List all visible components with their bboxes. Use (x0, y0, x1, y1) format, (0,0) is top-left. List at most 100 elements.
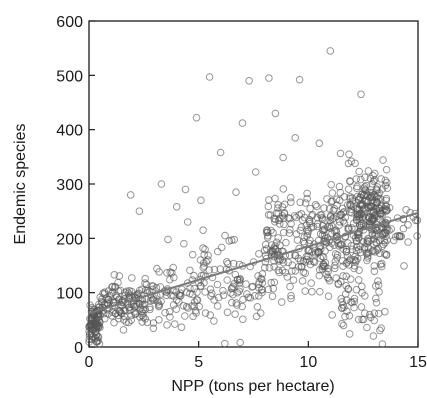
data-point (323, 273, 332, 282)
data-point (350, 264, 359, 273)
data-point (154, 298, 162, 306)
data-point (104, 295, 112, 304)
data-point (102, 294, 111, 302)
data-point (367, 191, 375, 200)
data-point (141, 279, 149, 287)
data-point (197, 196, 205, 205)
data-point (136, 299, 144, 308)
data-point (201, 245, 209, 254)
data-point (279, 258, 288, 267)
trend-line (88, 211, 419, 315)
data-point (229, 259, 238, 268)
data-point (91, 334, 100, 343)
data-point (378, 340, 387, 348)
data-point (93, 321, 102, 330)
data-point (265, 196, 273, 204)
data-point (293, 236, 302, 244)
data-point (182, 302, 191, 311)
data-point (275, 220, 284, 228)
data-point (179, 301, 188, 310)
data-point (335, 196, 344, 205)
data-point (110, 271, 119, 279)
data-point (343, 201, 352, 209)
data-point (233, 288, 242, 297)
data-point (164, 235, 172, 244)
data-point (115, 272, 124, 280)
data-point (315, 271, 324, 280)
data-point (364, 167, 373, 175)
data-point (175, 298, 183, 306)
data-point (301, 269, 310, 278)
data-point (274, 266, 283, 275)
data-point (361, 186, 369, 194)
data-point (280, 208, 289, 217)
data-point (340, 208, 348, 216)
data-point (397, 232, 406, 241)
data-point (140, 300, 149, 309)
data-point (251, 168, 260, 176)
data-point (303, 189, 311, 198)
data-point (371, 248, 380, 256)
data-point (282, 238, 290, 247)
data-point (379, 156, 387, 164)
data-point (190, 284, 199, 293)
data-point (324, 274, 333, 283)
data-point (127, 311, 136, 320)
data-point (288, 267, 296, 275)
data-point (248, 283, 256, 291)
data-point (370, 176, 379, 184)
data-point (149, 319, 158, 327)
data-point (172, 203, 181, 211)
y-tick-label: 500 (56, 68, 83, 85)
data-point (231, 310, 239, 319)
data-point (279, 153, 287, 162)
data-point (369, 209, 378, 217)
data-point (328, 197, 336, 205)
data-point (360, 184, 368, 193)
data-point (264, 202, 273, 211)
data-point (210, 296, 218, 304)
data-point (361, 173, 369, 182)
data-point (381, 181, 390, 190)
data-point (313, 202, 321, 211)
data-point (378, 211, 387, 219)
data-point (295, 75, 304, 84)
data-point (239, 315, 247, 324)
data-point (128, 274, 136, 282)
data-point (335, 182, 344, 191)
data-point (265, 74, 273, 82)
data-point (298, 262, 306, 271)
data-point (286, 214, 294, 223)
data-point (274, 234, 283, 242)
data-point (383, 206, 392, 215)
data-point (190, 298, 199, 306)
data-point (274, 216, 283, 225)
data-point (344, 185, 353, 193)
y-tick-label: 600 (56, 14, 83, 31)
data-point (149, 324, 158, 333)
data-point (369, 171, 377, 180)
data-point (359, 315, 368, 324)
data-point (213, 247, 222, 256)
data-points (85, 47, 422, 348)
data-point (317, 211, 326, 219)
data-point (378, 259, 386, 268)
data-point (142, 280, 151, 289)
data-point (372, 298, 381, 307)
data-point (363, 249, 372, 258)
data-point (370, 214, 379, 223)
data-point (307, 279, 316, 287)
y-tick-label: 100 (56, 286, 83, 303)
data-point (279, 185, 288, 193)
y-tick-label: 300 (56, 177, 83, 194)
data-point (400, 262, 408, 270)
data-point (286, 225, 294, 234)
data-point (299, 268, 308, 277)
data-point (350, 256, 359, 264)
data-point (306, 236, 314, 245)
data-point (243, 290, 251, 298)
data-point (230, 235, 238, 244)
data-point (370, 262, 379, 270)
data-point (276, 214, 284, 223)
